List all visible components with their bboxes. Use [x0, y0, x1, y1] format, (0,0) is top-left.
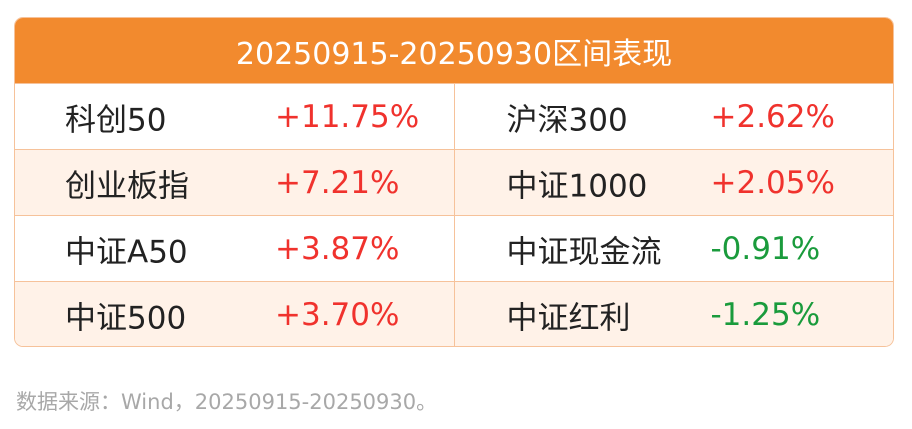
index-name: 中证500 — [65, 300, 187, 336]
index-pair: 中证1000 +2.05% — [453, 150, 894, 215]
table-row: 创业板指 +7.21% 中证1000 +2.05% — [15, 149, 893, 215]
index-pair: 中证A50 +3.87% — [15, 216, 454, 281]
index-name: 科创50 — [65, 102, 167, 138]
index-pair: 创业板指 +7.21% — [15, 150, 454, 215]
table-title: 20250915-20250930区间表现 — [15, 18, 893, 83]
index-change: +3.70% — [275, 296, 400, 333]
index-name: 中证红利 — [506, 300, 631, 336]
index-change: +11.75% — [275, 98, 420, 135]
table-row: 科创50 +11.75% 沪深300 +2.62% — [15, 83, 893, 149]
index-pair: 科创50 +11.75% — [15, 84, 454, 149]
index-change: -0.91% — [710, 230, 821, 267]
index-change: -1.25% — [710, 296, 821, 333]
index-name: 沪深300 — [506, 102, 628, 138]
index-pair: 中证现金流 -0.91% — [453, 216, 894, 281]
performance-table: 20250915-20250930区间表现 科创50 +11.75% 沪深300 +2… — [14, 17, 894, 347]
index-name: 中证A50 — [65, 234, 188, 270]
table-row: 中证500 +3.70% 中证红利 -1.25% — [15, 281, 894, 346]
index-change: +3.87% — [275, 230, 400, 267]
index-change: +7.21% — [275, 164, 400, 201]
table-body: 科创50 +11.75% 沪深300 +2.62% 创业板指 +7.21% 中证1000 +2… — [15, 83, 894, 346]
table-row: 中证A50 +3.87% 中证现金流 -0.91% — [15, 215, 893, 281]
index-change: +2.62% — [710, 98, 835, 135]
index-pair: 中证500 +3.70% — [15, 282, 454, 346]
index-change: +2.05% — [710, 164, 835, 201]
index-name: 中证1000 — [506, 168, 648, 204]
index-pair: 中证红利 -1.25% — [453, 282, 894, 346]
index-name: 创业板指 — [65, 168, 189, 204]
source-note: 数据来源：Wind，20250915-20250930。 — [16, 390, 438, 414]
index-name: 中证现金流 — [506, 234, 662, 270]
index-pair: 沪深300 +2.62% — [453, 84, 894, 149]
